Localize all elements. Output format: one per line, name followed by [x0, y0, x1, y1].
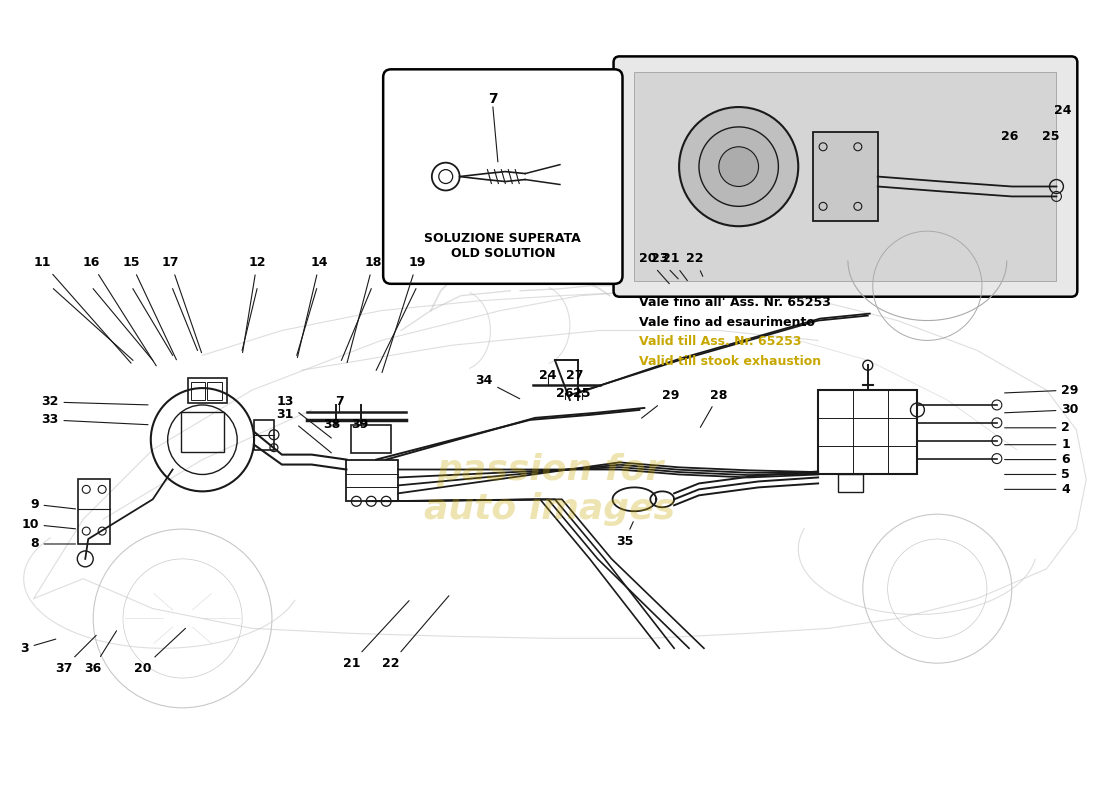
Text: 19: 19: [382, 257, 426, 373]
Text: 21: 21: [662, 253, 688, 281]
Text: 20: 20: [134, 628, 186, 674]
Bar: [190, 382, 206, 400]
Text: 21: 21: [342, 601, 409, 670]
Bar: [180, 412, 224, 452]
Text: 6: 6: [1004, 453, 1070, 466]
Text: Vale fino all' Ass. Nr. 65253: Vale fino all' Ass. Nr. 65253: [639, 296, 832, 309]
Text: 10: 10: [21, 518, 76, 530]
Text: Valid till stook exhaustion: Valid till stook exhaustion: [639, 355, 822, 368]
Text: 31: 31: [276, 408, 331, 453]
Bar: [346, 459, 398, 502]
FancyBboxPatch shape: [614, 57, 1077, 297]
Text: 38: 38: [323, 418, 340, 431]
Text: 29: 29: [1004, 383, 1079, 397]
Text: 24: 24: [539, 369, 557, 382]
Text: 26: 26: [1001, 130, 1019, 143]
Text: 15: 15: [122, 257, 176, 360]
Circle shape: [679, 107, 799, 226]
Text: 23: 23: [650, 253, 679, 279]
Bar: [818, 390, 917, 474]
FancyBboxPatch shape: [383, 70, 623, 284]
Bar: [635, 72, 1056, 281]
Text: 22: 22: [686, 253, 704, 276]
Text: 25: 25: [1042, 130, 1059, 143]
Text: 18: 18: [348, 257, 382, 362]
Circle shape: [698, 127, 779, 206]
Text: SOLUZIONE SUPERATA
OLD SOLUTION: SOLUZIONE SUPERATA OLD SOLUTION: [425, 232, 581, 260]
Text: Valid till Ass. Nr. 65253: Valid till Ass. Nr. 65253: [639, 335, 802, 349]
Text: 30: 30: [1004, 403, 1079, 417]
Text: 5: 5: [1004, 468, 1070, 481]
Text: 2: 2: [1004, 422, 1070, 434]
Text: 17: 17: [162, 257, 201, 353]
Text: 26: 26: [557, 386, 573, 399]
Text: 27: 27: [566, 369, 584, 398]
Bar: [813, 132, 878, 222]
Bar: [78, 479, 110, 544]
Bar: [208, 382, 222, 400]
Text: Vale fino ad esaurimento: Vale fino ad esaurimento: [639, 315, 815, 329]
Text: 7: 7: [336, 395, 344, 409]
Text: 35: 35: [616, 522, 634, 547]
Text: 11: 11: [34, 257, 131, 363]
Bar: [254, 420, 274, 450]
Text: 13: 13: [276, 395, 331, 438]
Text: 28: 28: [701, 389, 727, 427]
Text: 33: 33: [41, 414, 148, 426]
Text: passion for
auto images: passion for auto images: [425, 453, 675, 526]
Bar: [838, 474, 862, 492]
Text: 4: 4: [1004, 483, 1070, 496]
Text: 14: 14: [297, 257, 329, 358]
Text: 7: 7: [488, 92, 497, 106]
Text: 9: 9: [30, 498, 76, 510]
Text: 37: 37: [55, 635, 96, 674]
Text: 12: 12: [243, 257, 266, 353]
Text: 20: 20: [639, 253, 669, 284]
Text: 25: 25: [573, 386, 591, 399]
Bar: [351, 425, 392, 453]
Text: 34: 34: [475, 374, 519, 398]
Text: 39: 39: [351, 418, 369, 431]
Text: 3: 3: [20, 639, 56, 654]
Text: 29: 29: [641, 389, 680, 418]
Text: 24: 24: [1055, 103, 1072, 117]
Text: 36: 36: [85, 630, 117, 674]
Text: 16: 16: [82, 257, 156, 366]
Text: 1: 1: [1004, 438, 1070, 451]
Circle shape: [718, 146, 759, 186]
Text: 32: 32: [41, 395, 148, 409]
Text: 8: 8: [30, 538, 76, 550]
Text: 22: 22: [383, 596, 449, 670]
Bar: [187, 378, 228, 403]
